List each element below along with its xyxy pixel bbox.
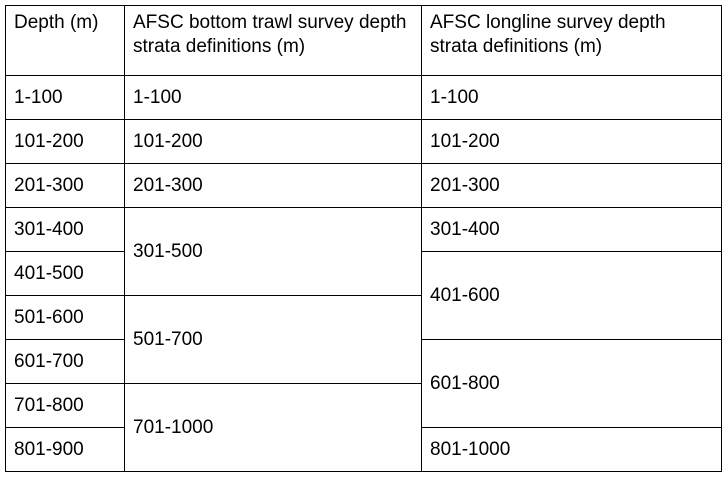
depth-cell: 401-500: [5, 251, 125, 296]
depth-strata-table: Depth (m) AFSC bottom trawl survey depth…: [5, 5, 722, 472]
header-depth: Depth (m): [5, 5, 125, 76]
trawl-cell: 501-700: [124, 295, 422, 384]
table-row: 401-500 401-600: [5, 251, 722, 340]
table-row: 1-100 1-100 1-100: [5, 75, 722, 120]
trawl-cell: 101-200: [124, 119, 422, 164]
table-row: 601-700 601-800: [5, 339, 722, 428]
table-row: 201-300 201-300 201-300: [5, 163, 722, 208]
depth-cell: 601-700: [5, 339, 125, 384]
depth-cell: 301-400: [5, 207, 125, 252]
longline-cell: 601-800: [421, 339, 722, 428]
trawl-cell: 201-300: [124, 163, 422, 208]
header-trawl: AFSC bottom trawl survey depth strata de…: [124, 5, 422, 76]
table-row: 101-200 101-200 101-200: [5, 119, 722, 164]
depth-cell: 501-600: [5, 295, 125, 340]
depth-cell: 201-300: [5, 163, 125, 208]
depth-cell: 801-900: [5, 427, 125, 472]
trawl-cell: 701-1000: [124, 383, 422, 472]
table-row: 801-900 801-1000: [5, 427, 722, 472]
longline-cell: 101-200: [421, 119, 722, 164]
header-longline: AFSC longline survey depth strata defini…: [421, 5, 722, 76]
table-row: 701-800 701-1000: [5, 383, 722, 472]
trawl-cell: 1-100: [124, 75, 422, 120]
longline-cell: 201-300: [421, 163, 722, 208]
longline-cell: 1-100: [421, 75, 722, 120]
longline-cell: 301-400: [421, 207, 722, 252]
depth-cell: 1-100: [5, 75, 125, 120]
table-row: 501-600 501-700: [5, 295, 722, 384]
header-row: Depth (m) AFSC bottom trawl survey depth…: [5, 5, 722, 76]
longline-cell: 801-1000: [421, 427, 722, 472]
depth-cell: 101-200: [5, 119, 125, 164]
table-row: 301-400 301-500 301-400: [5, 207, 722, 296]
trawl-cell: 301-500: [124, 207, 422, 296]
depth-cell: 701-800: [5, 383, 125, 428]
longline-cell: 401-600: [421, 251, 722, 340]
